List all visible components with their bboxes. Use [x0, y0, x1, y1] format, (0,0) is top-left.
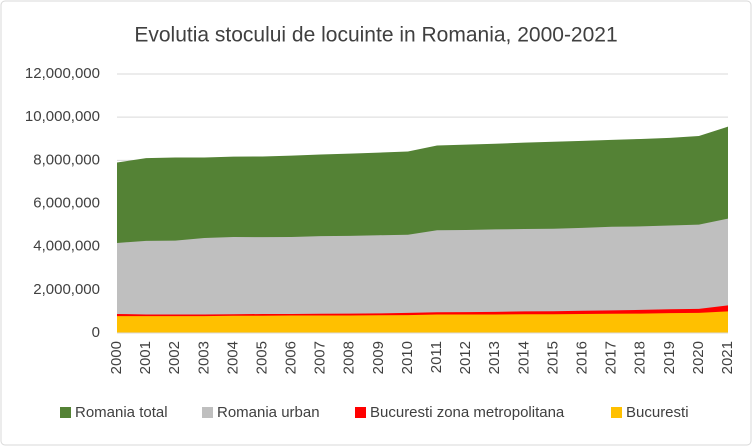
x-tick-label: 2020: [690, 341, 707, 374]
x-tick-label: 2005: [253, 341, 270, 374]
x-tick-label: 2006: [283, 341, 300, 374]
x-tick-label: 2018: [632, 341, 649, 374]
y-tick-label: 0: [92, 324, 100, 341]
legend-label: Bucuresti zona metropolitana: [370, 404, 565, 421]
y-tick-label: 12,000,000: [25, 65, 100, 82]
y-tick-label: 10,000,000: [25, 108, 100, 125]
x-tick-label: 2021: [719, 341, 736, 374]
chart-title: Evolutia stocului de locuinte in Romania…: [134, 24, 617, 47]
y-tick-label: 6,000,000: [33, 194, 100, 211]
y-tick-label: 2,000,000: [33, 281, 100, 298]
legend-label: Bucuresti: [626, 404, 689, 421]
legend-swatch: [60, 407, 71, 418]
x-tick-label: 2017: [603, 341, 620, 374]
x-tick-label: 2019: [661, 341, 678, 374]
x-tick-label: 2002: [166, 341, 183, 374]
x-tick-label: 2016: [573, 341, 590, 374]
x-tick-label: 2015: [544, 341, 561, 374]
x-tick-label: 2004: [224, 341, 241, 374]
area: [117, 218, 728, 333]
x-tick-label: 2014: [515, 341, 532, 374]
x-tick-label: 2003: [195, 341, 212, 374]
x-tick-label: 2007: [312, 341, 329, 374]
legend-swatch: [202, 407, 213, 418]
x-tick-label: 2009: [370, 341, 387, 374]
x-tick-label: 2012: [457, 341, 474, 374]
x-tick-label: 2000: [108, 341, 125, 374]
legend-label: Romania total: [75, 404, 168, 421]
y-tick-label: 8,000,000: [33, 151, 100, 168]
y-tick-label: 4,000,000: [33, 238, 100, 255]
legend-swatch: [355, 407, 366, 418]
legend-swatch: [611, 407, 622, 418]
x-tick-label: 2013: [486, 341, 503, 374]
x-tick-label: 2008: [341, 341, 358, 374]
x-tick-label: 2011: [428, 341, 445, 373]
x-tick-label: 2001: [137, 341, 154, 374]
x-tick-label: 2010: [399, 341, 416, 374]
legend-label: Romania urban: [217, 404, 320, 421]
area: [117, 311, 728, 333]
